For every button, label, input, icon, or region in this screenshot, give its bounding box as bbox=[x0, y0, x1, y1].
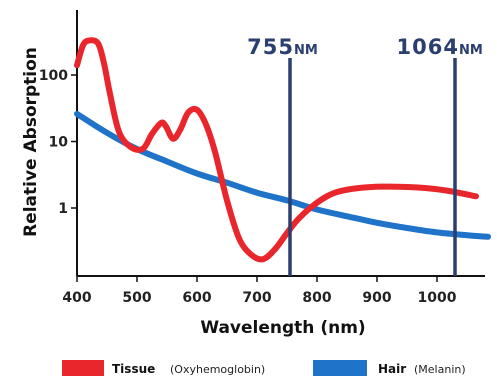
x-tick-label: 600 bbox=[182, 290, 211, 306]
series-line-tissue bbox=[74, 37, 479, 263]
x-axis-title: Wavelength (nm) bbox=[200, 318, 365, 338]
legend: Tissue (Oxyhemoglobin) Hair (Melanin) bbox=[62, 360, 466, 376]
legend-suffix-hair: (Melanin) bbox=[414, 363, 466, 376]
legend-swatch-hair bbox=[313, 360, 367, 376]
x-tick-label: 1000 bbox=[418, 290, 457, 306]
y-tick-label: 1 bbox=[58, 201, 68, 217]
legend-label-tissue: Tissue bbox=[112, 362, 155, 376]
x-tick-label: 800 bbox=[302, 290, 331, 306]
marker-unit: NM bbox=[459, 43, 483, 58]
x-tick-label: 400 bbox=[62, 290, 91, 306]
x-tick-label: 900 bbox=[362, 290, 391, 306]
wavelength-markers: 755 NM 1064 NM bbox=[247, 35, 483, 276]
series-line-hair bbox=[74, 110, 491, 240]
marker-number: 755 bbox=[247, 35, 294, 59]
x-tick-label: 500 bbox=[122, 290, 151, 306]
x-tick-label: 700 bbox=[242, 290, 271, 306]
legend-swatch-tissue bbox=[62, 360, 104, 376]
x-tick-labels: 400 500 600 700 800 900 1000 bbox=[62, 276, 457, 306]
marker-number: 1064 bbox=[397, 35, 459, 59]
series-layer bbox=[74, 37, 491, 263]
y-tick-label: 100 bbox=[39, 68, 68, 84]
legend-suffix-tissue: (Oxyhemoglobin) bbox=[170, 363, 265, 376]
marker-unit: NM bbox=[294, 43, 318, 58]
y-tick-label: 10 bbox=[49, 135, 69, 151]
y-tick-labels: 1 10 100 bbox=[39, 68, 77, 217]
legend-label-hair: Hair bbox=[378, 362, 406, 376]
y-axis-title: Relative Absorption bbox=[21, 47, 41, 237]
